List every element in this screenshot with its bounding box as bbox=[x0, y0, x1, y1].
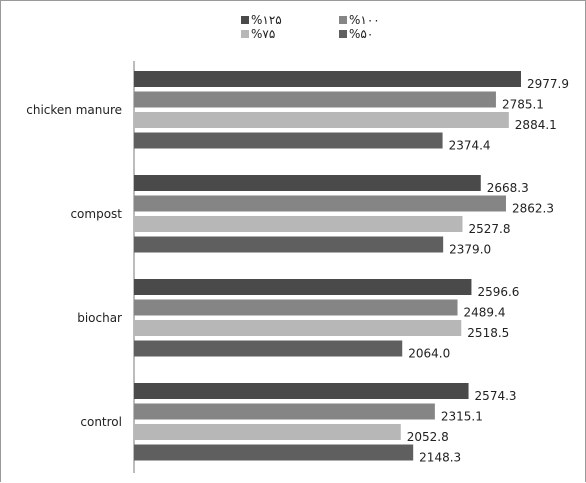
legend-label: %۷۵ bbox=[251, 27, 275, 41]
bars bbox=[134, 71, 521, 461]
value-labels: 2977.9 2785.1 2884.1 2374.4 2668.3 2862.32527… bbox=[407, 77, 569, 465]
bar bbox=[134, 279, 472, 295]
bar bbox=[134, 299, 458, 316]
legend-label: %۵۰ bbox=[349, 27, 373, 41]
value-label: 2884.1 bbox=[515, 118, 557, 132]
legend-item: %۱۰۰ bbox=[339, 13, 380, 27]
value-label: 2977.9 bbox=[527, 77, 569, 91]
category-label: chicken manure bbox=[26, 103, 122, 117]
bar bbox=[134, 340, 403, 357]
bar bbox=[134, 403, 435, 420]
bar bbox=[134, 112, 509, 128]
value-label: 2052.8 bbox=[407, 430, 449, 444]
bar bbox=[134, 383, 469, 399]
legend-swatch bbox=[339, 30, 347, 38]
value-label: 2574.3 bbox=[475, 389, 517, 403]
bar bbox=[134, 320, 462, 336]
legend-item: %۷۵ bbox=[241, 27, 275, 41]
bar bbox=[134, 195, 506, 212]
legend-item: %۵۰ bbox=[339, 27, 373, 41]
category-labels: chicken manure compost biochar control bbox=[26, 103, 122, 429]
bar bbox=[134, 91, 496, 108]
bar bbox=[134, 444, 414, 461]
legend-swatch bbox=[339, 16, 347, 24]
value-label: 2379.0 bbox=[449, 243, 491, 257]
value-label: 2148.3 bbox=[419, 451, 461, 465]
value-label: 2785.1 bbox=[502, 98, 544, 112]
category-label: control bbox=[80, 415, 122, 429]
legend-label: %۱۲۵ bbox=[251, 13, 282, 27]
bar bbox=[134, 424, 401, 440]
category-label: compost bbox=[70, 207, 122, 221]
bar bbox=[134, 216, 463, 232]
legend-swatch bbox=[241, 30, 249, 38]
legend-label: %۱۰۰ bbox=[349, 13, 380, 27]
legend-swatch bbox=[241, 16, 249, 24]
value-label: 2527.8 bbox=[469, 222, 511, 236]
value-label: 2064.0 bbox=[408, 347, 450, 361]
bar bbox=[134, 71, 521, 87]
value-label: 2668.3 bbox=[487, 181, 529, 195]
bar bbox=[134, 236, 444, 253]
bar bbox=[134, 175, 481, 191]
value-label: 2374.4 bbox=[449, 139, 491, 153]
bar bbox=[134, 132, 443, 149]
legend: %۱۲۵ %۱۰۰ %۷۵ %۵۰ bbox=[241, 13, 380, 41]
category-label: biochar bbox=[77, 311, 122, 325]
legend-item: %۱۲۵ bbox=[241, 13, 282, 27]
value-label: 2518.5 bbox=[467, 326, 509, 340]
value-label: 2489.4 bbox=[464, 306, 506, 320]
value-label: 2596.6 bbox=[477, 285, 519, 299]
value-label: 2315.1 bbox=[441, 410, 483, 424]
value-label: 2862.3 bbox=[512, 202, 554, 216]
